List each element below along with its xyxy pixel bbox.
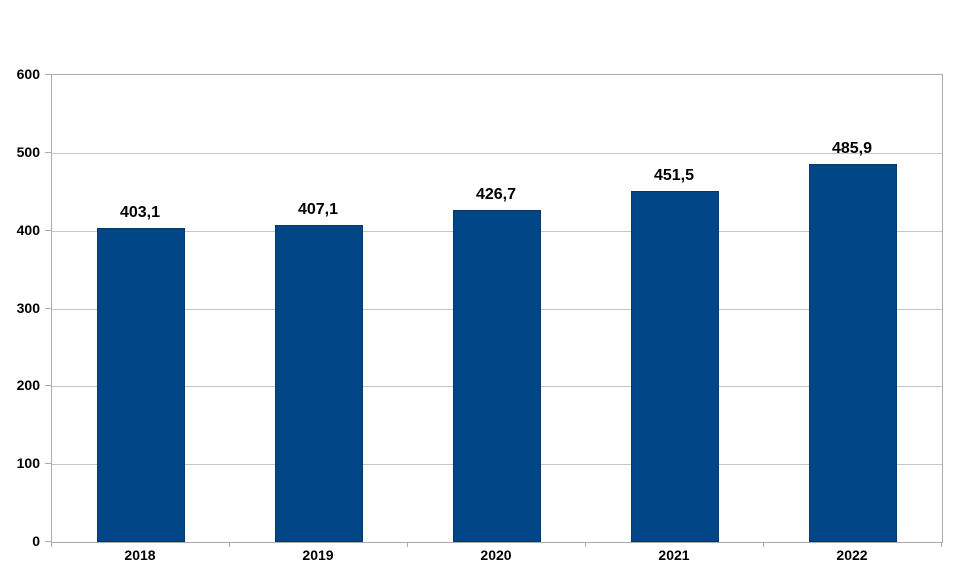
x-tick-3 bbox=[585, 542, 586, 547]
bar-2021 bbox=[631, 191, 719, 542]
x-axis-label-2022: 2022 bbox=[836, 547, 868, 563]
gridline-500 bbox=[52, 152, 942, 154]
y-axis-label: 0 bbox=[32, 533, 40, 549]
y-tick-0 bbox=[45, 541, 51, 542]
x-tick-5 bbox=[941, 542, 942, 547]
y-axis-label: 100 bbox=[16, 455, 40, 471]
bar-2019 bbox=[275, 225, 363, 542]
value-label-2022: 485,9 bbox=[831, 140, 873, 157]
y-axis-label: 400 bbox=[16, 222, 40, 238]
x-tick-4 bbox=[763, 542, 764, 547]
bar-2018 bbox=[97, 228, 185, 542]
bar-2020 bbox=[453, 210, 541, 542]
x-tick-2 bbox=[407, 542, 408, 547]
x-axis-label-2019: 2019 bbox=[302, 547, 334, 563]
x-axis-label-2021: 2021 bbox=[658, 547, 690, 563]
value-label-2018: 403,1 bbox=[119, 204, 161, 221]
y-tick-600 bbox=[45, 74, 51, 75]
y-tick-400 bbox=[45, 230, 51, 231]
y-axis-label: 500 bbox=[16, 144, 40, 160]
y-tick-500 bbox=[45, 152, 51, 153]
y-tick-100 bbox=[45, 463, 51, 464]
y-tick-200 bbox=[45, 385, 51, 386]
plot-area bbox=[51, 74, 943, 543]
x-tick-0 bbox=[51, 542, 52, 547]
y-tick-300 bbox=[45, 308, 51, 309]
value-label-2021: 451,5 bbox=[653, 167, 695, 184]
value-label-2020: 426,7 bbox=[475, 186, 517, 203]
value-label-2019: 407,1 bbox=[297, 201, 339, 218]
y-axis-label: 600 bbox=[16, 66, 40, 82]
y-axis-label: 300 bbox=[16, 300, 40, 316]
x-axis-label-2020: 2020 bbox=[480, 547, 512, 563]
x-axis-label-2018: 2018 bbox=[124, 547, 156, 563]
y-axis-label: 200 bbox=[16, 377, 40, 393]
x-tick-1 bbox=[229, 542, 230, 547]
bar-2022 bbox=[809, 164, 897, 542]
